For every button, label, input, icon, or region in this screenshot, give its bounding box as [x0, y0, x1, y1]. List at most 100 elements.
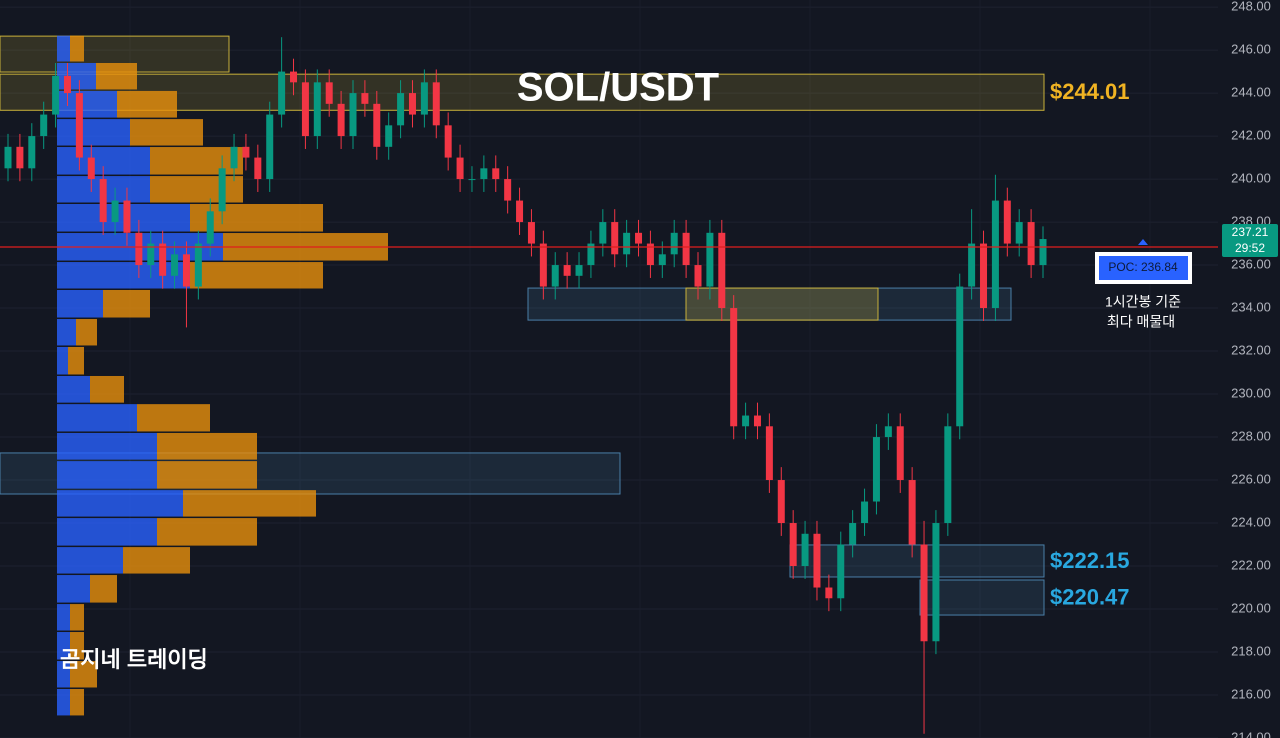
zone-label: $244.01 — [1050, 79, 1130, 104]
candle-body — [194, 243, 202, 287]
candle-body — [218, 168, 226, 212]
profile-sell — [70, 632, 84, 660]
candle-body — [40, 114, 48, 137]
candle-body — [123, 200, 131, 233]
profile-buy — [57, 604, 70, 631]
candle-body — [301, 82, 309, 137]
profile-buy — [57, 461, 157, 489]
candle-body — [1039, 239, 1047, 266]
candle-body — [1027, 222, 1035, 266]
zone-highlight — [685, 287, 879, 321]
candle-body — [991, 200, 999, 309]
profile-sell — [150, 147, 243, 175]
candle-body — [206, 211, 214, 244]
profile-buy — [57, 289, 103, 318]
brand: 곰지네 트레이딩 — [60, 647, 208, 672]
profile-buy — [57, 375, 90, 403]
candle-body — [872, 437, 880, 502]
candle-body — [266, 114, 274, 180]
candle-body — [337, 103, 345, 137]
candle-body — [658, 254, 666, 266]
candle-body — [468, 179, 476, 181]
profile-sell — [70, 604, 84, 631]
price-tag — [1222, 224, 1278, 258]
candle-body — [635, 232, 643, 244]
y-tick-label: 228.00 — [1231, 428, 1271, 443]
candle-body — [147, 243, 155, 266]
profile-sell — [157, 518, 257, 546]
profile-buy — [57, 35, 70, 62]
candle-body — [87, 157, 95, 180]
y-tick-label: 222.00 — [1231, 557, 1271, 572]
candle-body — [968, 243, 976, 287]
zone-label: $222.15 — [1050, 548, 1130, 573]
candle-body — [75, 93, 83, 158]
y-tick-label: 246.00 — [1231, 42, 1271, 57]
candle-body — [432, 82, 440, 126]
candle-body — [575, 265, 583, 276]
countdown: 29:52 — [1235, 241, 1265, 255]
candle-body — [516, 200, 524, 223]
profile-sell — [96, 62, 137, 90]
candle-body — [944, 426, 952, 524]
profile-buy — [57, 575, 90, 603]
candle-body — [242, 146, 250, 158]
zone — [789, 544, 1045, 578]
profile-sell — [117, 90, 177, 118]
candle-body — [765, 426, 773, 481]
candle-body — [753, 415, 761, 427]
candle-body — [361, 93, 369, 104]
profile-sell — [123, 547, 190, 574]
y-tick-label: 248.00 — [1231, 0, 1271, 14]
candle-body — [920, 544, 928, 642]
candle-body — [980, 243, 988, 309]
y-tick-label: 220.00 — [1231, 600, 1271, 615]
profile-sell — [190, 262, 323, 289]
candle-body — [1003, 200, 1011, 244]
poc-note: 최다 매물대 — [1107, 314, 1175, 330]
y-tick-label: 216.00 — [1231, 686, 1271, 701]
candle-body — [480, 168, 488, 180]
profile-buy — [57, 661, 70, 688]
poc-box-fill — [1099, 256, 1188, 280]
candle-body — [837, 544, 845, 599]
candle-body — [563, 265, 571, 276]
candle-body — [1015, 222, 1023, 244]
candle-body — [849, 523, 857, 545]
candle-body — [408, 93, 416, 115]
candle-body — [325, 82, 333, 104]
candle-body — [551, 265, 559, 287]
poc-note: 1시간봉 기준 — [1105, 294, 1181, 310]
poc-label: POC: 236.84 — [1108, 260, 1178, 274]
profile-sell — [130, 119, 203, 146]
y-tick-label: 232.00 — [1231, 342, 1271, 357]
candle-body — [825, 587, 833, 599]
y-tick-label: 224.00 — [1231, 514, 1271, 529]
profile-buy — [57, 432, 157, 460]
y-tick-label: 230.00 — [1231, 385, 1271, 400]
profile-buy — [57, 62, 96, 90]
y-tick-label: 244.00 — [1231, 85, 1271, 100]
profile-buy — [57, 262, 190, 289]
candle-body — [789, 523, 797, 567]
y-tick-label: 214.00 — [1231, 729, 1271, 738]
candle-body — [706, 232, 714, 287]
candle-body — [623, 232, 631, 255]
profile-sell — [137, 404, 210, 432]
candle-body — [397, 93, 405, 126]
candle-body — [290, 71, 298, 83]
candle-body — [861, 501, 869, 524]
poc-marker — [1138, 239, 1148, 246]
zone — [527, 287, 1012, 321]
candle-body — [813, 533, 821, 588]
candle-body — [159, 243, 167, 276]
profile-sell — [70, 688, 84, 716]
candle-body — [313, 82, 321, 137]
profile-sell — [68, 346, 84, 375]
profile-buy — [57, 90, 117, 118]
candles — [4, 37, 1047, 734]
candle-body — [111, 200, 119, 223]
profile-buy — [57, 688, 70, 716]
profile-buy — [57, 346, 68, 375]
